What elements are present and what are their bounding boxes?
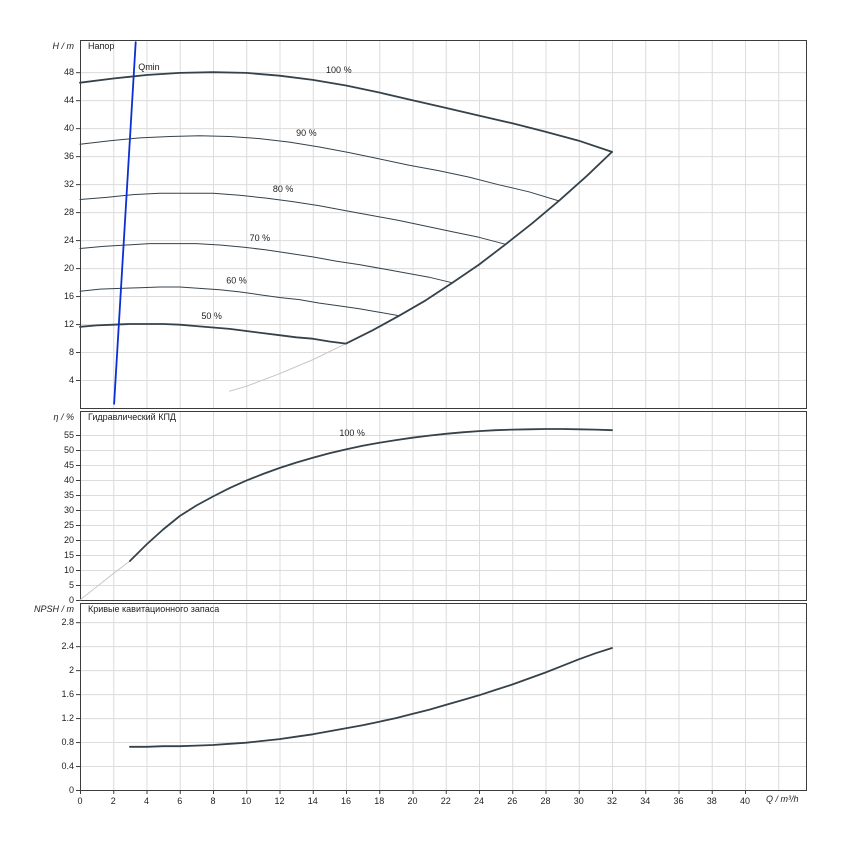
svg-text:25: 25 (64, 520, 74, 530)
curve-label-speed-100: 100 % (326, 65, 352, 75)
svg-text:32: 32 (64, 179, 74, 189)
svg-text:2.4: 2.4 (61, 641, 74, 651)
svg-text:26: 26 (507, 796, 517, 806)
y-axis-ticks: 0 5 10 15 20 25 30 35 40 45 50 55 (64, 430, 80, 605)
svg-text:34: 34 (640, 796, 650, 806)
svg-text:35: 35 (64, 490, 74, 500)
svg-text:6: 6 (177, 796, 182, 806)
svg-text:16: 16 (341, 796, 351, 806)
curve-label-speed-80: 80 % (273, 184, 294, 194)
svg-text:36: 36 (64, 151, 74, 161)
gridlines (80, 40, 806, 408)
svg-text:30: 30 (64, 505, 74, 515)
curve-speed-90 (79, 135, 560, 202)
svg-text:40: 40 (740, 796, 750, 806)
svg-text:20: 20 (64, 535, 74, 545)
curve-label-qmin-line: Qmin (138, 62, 160, 72)
curve-speed-60 (79, 286, 400, 317)
svg-text:12: 12 (64, 319, 74, 329)
curve-speed-70 (79, 243, 453, 284)
svg-text:8: 8 (69, 347, 74, 357)
svg-text:36: 36 (673, 796, 683, 806)
curve-label-speed-70: 70 % (250, 233, 271, 243)
npsh-axis-label: NPSH / m (33, 604, 74, 614)
svg-text:12: 12 (274, 796, 284, 806)
curve-envelope-tail (229, 343, 347, 392)
svg-text:1.2: 1.2 (61, 713, 74, 723)
gridlines (80, 411, 806, 600)
svg-text:10: 10 (241, 796, 251, 806)
svg-text:55: 55 (64, 430, 74, 440)
svg-text:2: 2 (111, 796, 116, 806)
panel-2: 0 0.4 0.8 1.2 1.6 2 2.4 2.8 (61, 603, 807, 795)
y-axis-ticks: 0 0.4 0.8 1.2 1.6 2 2.4 2.8 (61, 617, 80, 795)
curve-envelope-right (345, 150, 613, 345)
gridlines (80, 603, 806, 790)
curve-label-efficiency-100: 100 % (339, 428, 365, 438)
svg-text:0: 0 (69, 785, 74, 795)
svg-text:18: 18 (374, 796, 384, 806)
svg-text:5: 5 (69, 580, 74, 590)
svg-text:0.8: 0.8 (61, 737, 74, 747)
curve-efficiency-100 (128, 428, 613, 562)
svg-text:1.6: 1.6 (61, 689, 74, 699)
efficiency-panel-title: Гидравлический КПД (88, 412, 177, 422)
svg-text:40: 40 (64, 475, 74, 485)
svg-text:4: 4 (144, 796, 149, 806)
svg-text:24: 24 (474, 796, 484, 806)
svg-text:2: 2 (69, 665, 74, 675)
curve-speed-50 (79, 323, 347, 345)
curve-label-speed-60: 60 % (226, 275, 247, 285)
svg-text:20: 20 (64, 263, 74, 273)
panel-border (80, 40, 807, 409)
svg-text:16: 16 (64, 291, 74, 301)
svg-text:38: 38 (707, 796, 717, 806)
panel-1: 0 5 10 15 20 25 30 35 40 45 50 55 100 % (64, 411, 807, 605)
flow-axis-label: Q / m³/h (766, 794, 799, 804)
curve-speed-100 (79, 71, 613, 153)
svg-text:45: 45 (64, 460, 74, 470)
npsh-panel-title: Кривые кавитационного запаса (88, 604, 220, 614)
svg-text:22: 22 (441, 796, 451, 806)
panel-border (80, 411, 807, 601)
curve-efficiency-tail (79, 560, 131, 601)
svg-text:8: 8 (210, 796, 215, 806)
svg-text:28: 28 (540, 796, 550, 806)
svg-text:40: 40 (64, 123, 74, 133)
svg-text:15: 15 (64, 550, 74, 560)
svg-text:0.4: 0.4 (61, 761, 74, 771)
svg-text:14: 14 (308, 796, 318, 806)
x-axis-ticks: 0 2 4 6 8 10 12 14 16 18 20 22 24 26 28 30 32 34 36 38 40 (77, 790, 750, 806)
svg-text:10: 10 (64, 565, 74, 575)
svg-text:24: 24 (64, 235, 74, 245)
curve-label-speed-90: 90 % (296, 128, 317, 138)
svg-text:30: 30 (574, 796, 584, 806)
svg-text:50: 50 (64, 445, 74, 455)
curve-label-speed-50: 50 % (201, 311, 222, 321)
curve-npsh (128, 647, 613, 748)
efficiency-axis-label: η / % (53, 412, 74, 422)
svg-text:0: 0 (77, 796, 82, 806)
svg-text:48: 48 (64, 67, 74, 77)
svg-text:20: 20 (407, 796, 417, 806)
svg-text:4: 4 (69, 375, 74, 385)
svg-text:44: 44 (64, 95, 74, 105)
panel-border (80, 603, 807, 791)
curve-speed-80 (79, 192, 507, 245)
svg-text:0: 0 (69, 595, 74, 605)
head-panel-title: Напор (88, 41, 115, 51)
curve-qmin-line (113, 41, 137, 405)
svg-text:28: 28 (64, 207, 74, 217)
svg-text:2.8: 2.8 (61, 617, 74, 627)
head-axis-label: H / m (52, 41, 75, 51)
svg-text:32: 32 (607, 796, 617, 806)
